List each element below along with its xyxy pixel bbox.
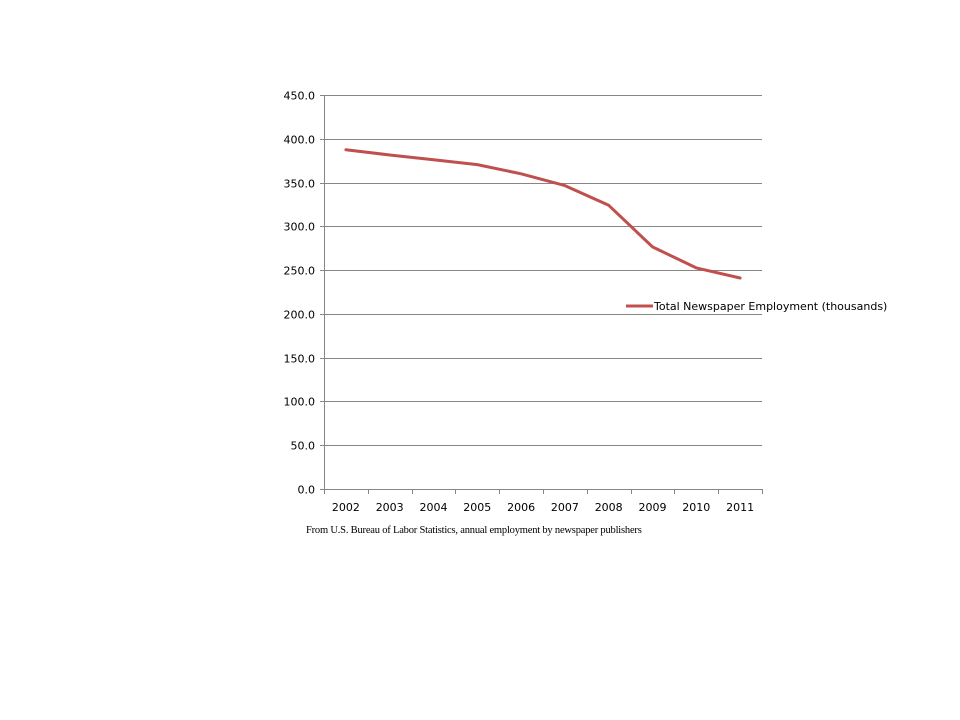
y-tick-label: 450.0	[284, 90, 316, 103]
x-tick-label: 2009	[639, 501, 667, 514]
source-caption: From U.S. Bureau of Labor Statistics, an…	[306, 525, 642, 536]
x-tick-label: 2008	[595, 501, 623, 514]
x-tick-label: 2007	[551, 501, 579, 514]
x-axis: 2002 2003 2004 2005 2006 2007 2008 2009 2010 2011	[324, 95, 763, 514]
data-series	[344, 148, 742, 280]
y-tick-label: 100.0	[284, 396, 316, 409]
y-axis-ticks: 0.0 50.0 100.0 150.0 200.0 250.0 300.0 350.0 400…	[284, 90, 316, 497]
x-tick-label: 2010	[682, 501, 710, 514]
legend-label: Total Newspaper Employment (thousands)	[653, 300, 887, 313]
y-tick-label: 0.0	[298, 484, 316, 497]
legend: Total Newspaper Employment (thousands)	[626, 300, 887, 313]
x-tick-label: 2011	[726, 501, 754, 514]
y-tick-label: 400.0	[284, 134, 316, 147]
y-tick-label: 200.0	[284, 309, 316, 322]
gridlines	[320, 95, 762, 490]
x-tick-label: 2004	[420, 501, 448, 514]
y-tick-label: 50.0	[291, 440, 316, 453]
y-tick-label: 150.0	[284, 353, 316, 366]
y-tick-label: 350.0	[284, 178, 316, 191]
x-tick-label: 2005	[463, 501, 491, 514]
y-tick-label: 300.0	[284, 221, 316, 234]
y-tick-label: 250.0	[284, 265, 316, 278]
x-tick-label: 2006	[507, 501, 535, 514]
x-tick-label: 2003	[376, 501, 404, 514]
x-tick-label: 2002	[332, 501, 360, 514]
series-line	[344, 148, 742, 280]
